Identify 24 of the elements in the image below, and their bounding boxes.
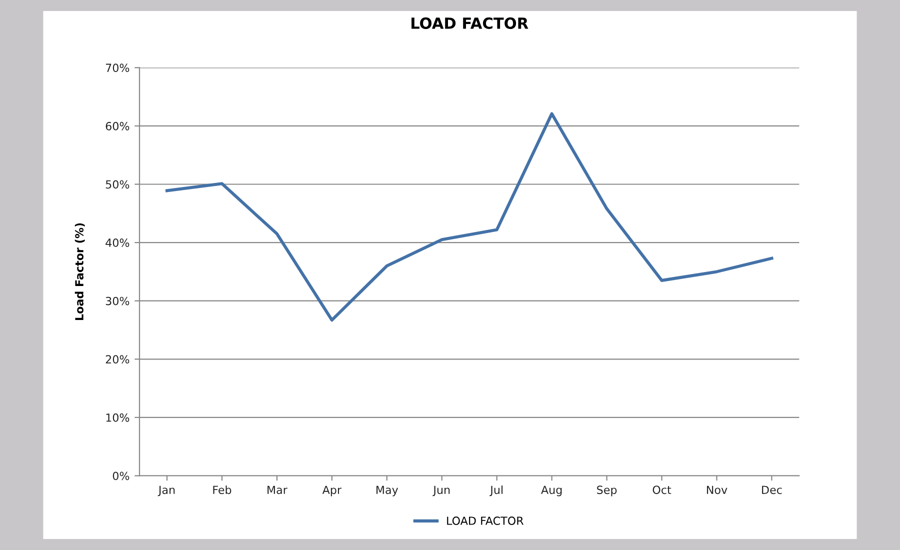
x-tick-label: Oct [652,486,672,494]
y-tick-label: 0% [112,472,130,480]
x-tick-label: Aug [541,486,562,496]
x-tick-label: Sep [597,486,617,496]
x-tick-label: Jun [432,486,450,496]
y-tick-label: 30% [106,296,130,306]
y-tick-label: 70% [106,64,130,72]
y-tick-label: 10% [106,413,130,422]
x-tick-label: Nov [706,486,728,494]
y-tick-label: 50% [106,180,130,189]
y-tick-label: 20% [106,355,130,364]
x-tick-label: Feb [213,485,232,494]
x-tick-label: Jan [158,486,175,496]
line-series [165,112,774,322]
chart-title: LOAD FACTOR [412,17,528,29]
x-tick-label: Apr [322,486,342,496]
x-tick-label: May [376,486,398,496]
y-tick-label: 60% [106,122,130,130]
x-tick-label: Mar [268,486,288,494]
y-tick-label: 40% [106,238,130,247]
x-tick-label: Jul [490,485,502,496]
y-axis-title: Load Factor (%) [74,223,85,320]
legend-label: LOAD FACTOR [447,516,524,525]
x-tick-label: Dec [762,486,782,494]
